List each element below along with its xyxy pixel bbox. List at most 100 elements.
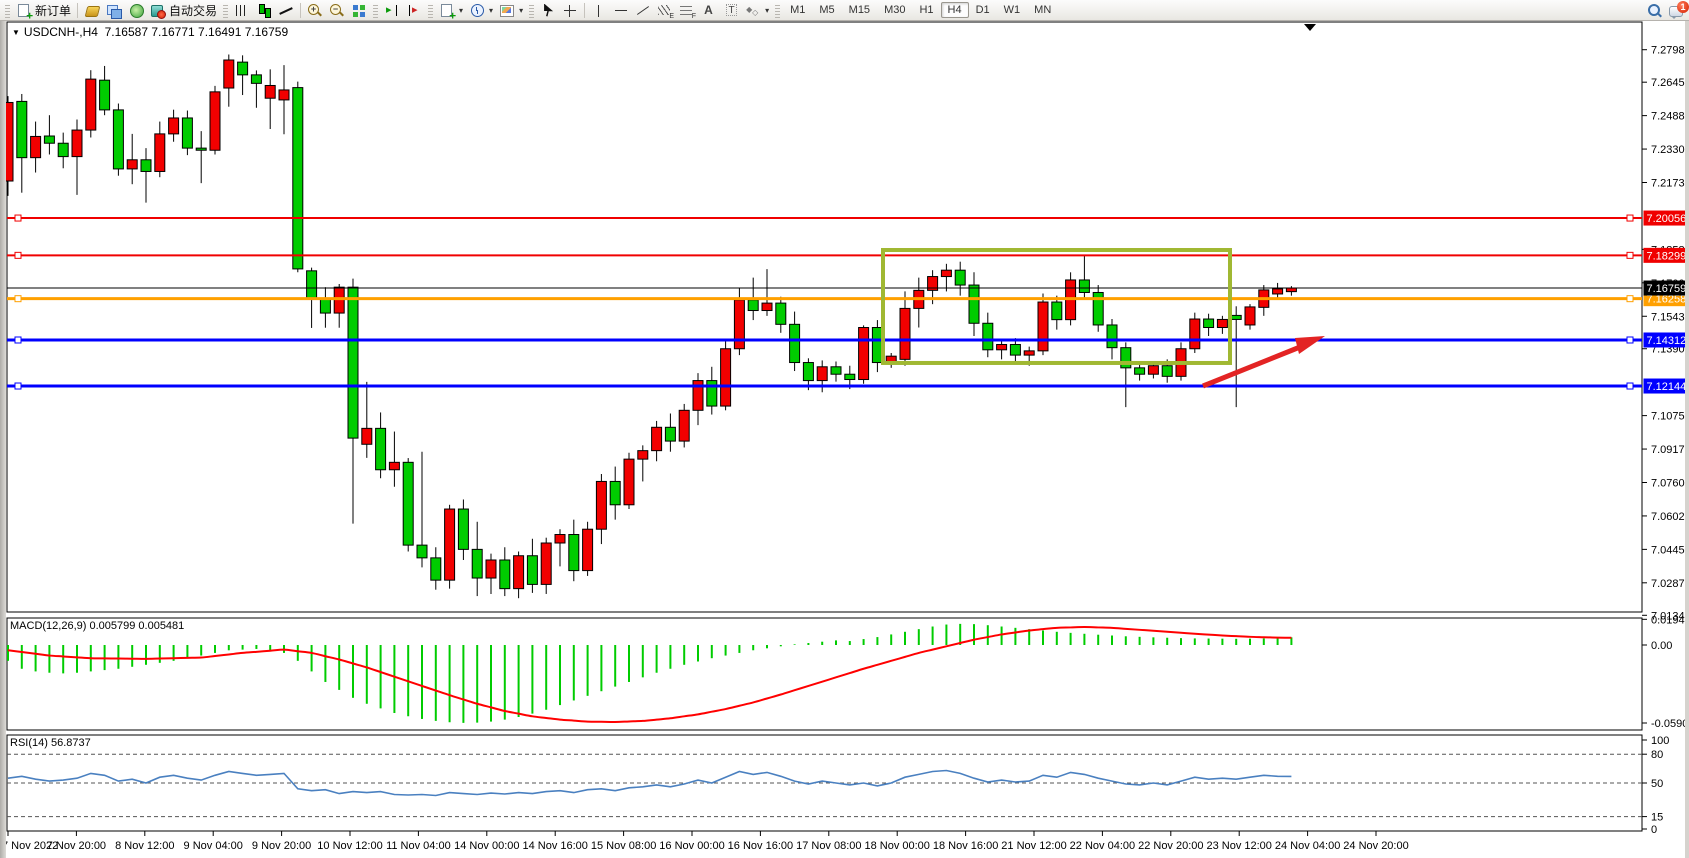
chevron-down-icon[interactable]: ▾ [459,5,464,15]
auto-scroll-button[interactable] [381,1,403,20]
text-icon [701,3,717,18]
svg-text:7.14312: 7.14312 [1647,335,1687,347]
timeframe-button-w1[interactable]: W1 [1003,4,1021,16]
pane-borders [6,21,1643,832]
crosshair-button[interactable] [559,1,581,20]
charts-window-icon [106,3,123,19]
zoom-out-button[interactable] [326,1,348,20]
tile-windows-icon [351,3,367,18]
chart-shift-marker[interactable] [1304,24,1316,31]
svg-text:18 Nov 16:00: 18 Nov 16:00 [933,840,998,852]
svg-text:100: 100 [1651,735,1669,747]
svg-text:23 Nov 12:00: 23 Nov 12:00 [1206,840,1271,852]
fibonacci-icon [679,3,696,20]
vertical-line-button[interactable] [588,1,610,20]
svg-text:24 Nov 20:00: 24 Nov 20:00 [1343,840,1408,852]
svg-text:18 Nov 00:00: 18 Nov 00:00 [864,840,929,852]
new-order-button[interactable]: 新订单 [13,1,74,21]
notifications-button[interactable]: 1 [1665,0,1689,20]
fibonacci-button[interactable] [676,1,698,20]
svg-text:15: 15 [1651,812,1663,824]
indicators-button[interactable]: ▾ [436,1,466,21]
timeframe-button-mn[interactable]: MN [1034,4,1052,16]
toolbar-grip[interactable] [373,2,379,18]
text-label-button[interactable] [720,1,742,20]
indicators-icon [439,3,456,21]
zoom-out-icon [329,3,345,18]
toolbar-grip[interactable] [529,2,535,18]
rsi-pane[interactable] [7,753,1642,818]
price-line-labels: 7.20056 7.18299 7.16258 7.14312 7.12144 7.167… [1643,210,1688,394]
toolbar-grip[interactable] [428,2,434,18]
svg-text:7.26455: 7.26455 [1651,77,1689,89]
svg-text:14 Nov 16:00: 14 Nov 16:00 [522,840,587,852]
timeframe-button-h1[interactable]: H1 [919,4,934,16]
bar-chart-button[interactable] [231,1,253,20]
candlestick-chart-icon [256,3,272,18]
svg-text:9 Nov 04:00: 9 Nov 04:00 [184,840,243,852]
periods-button[interactable]: ▾ [466,1,496,20]
templates-button[interactable]: ▾ [496,1,526,20]
timeframe-button-h4[interactable]: H4 [940,2,969,18]
trend-arrow[interactable] [1202,336,1325,389]
svg-text:16 Nov 00:00: 16 Nov 00:00 [659,840,724,852]
timeframe-button-m30[interactable]: M30 [884,4,906,16]
autotrading-icon [150,3,167,19]
toolbar-grip[interactable] [223,2,229,18]
svg-text:0: 0 [1651,824,1657,836]
rsi-axis: 100 80 50 150 [1642,735,1669,836]
templates-icon [499,3,515,18]
consolidation-rectangle[interactable] [881,248,1232,365]
svg-text:7.24880: 7.24880 [1651,111,1689,123]
window-scroll-strip[interactable] [1685,21,1689,858]
horizontal-line-button[interactable] [610,1,632,20]
chevron-down-icon[interactable]: ▾ [519,5,524,15]
text-button[interactable] [698,1,720,20]
timeframe-button-d1[interactable]: D1 [975,4,990,16]
navigator-icon [128,3,145,18]
chart-shift-button[interactable] [403,1,425,20]
svg-text:7.20056: 7.20056 [1647,213,1687,225]
tile-windows-button[interactable] [348,1,370,20]
chevron-down-icon[interactable]: ▾ [765,5,770,15]
macd-axis: 0.019452 0.00 -0.059068 [1642,614,1689,730]
search-button[interactable] [1643,1,1665,20]
candlestick-chart-button[interactable] [253,1,275,20]
toolbar-separator [77,2,79,18]
macd-pane[interactable] [7,623,1293,723]
charts-window-button[interactable] [103,1,125,20]
timeframe-button-m15[interactable]: M15 [848,4,871,16]
timeframe-button-m1[interactable]: M1 [790,4,806,16]
vertical-line-icon [591,3,607,18]
chevron-down-icon[interactable]: ▼ [12,28,20,37]
svg-text:15 Nov 08:00: 15 Nov 08:00 [591,840,656,852]
text-label-icon [723,3,739,18]
svg-text:7.07600: 7.07600 [1651,477,1689,489]
chevron-down-icon[interactable]: ▾ [489,5,494,15]
toolbar-grip[interactable] [5,2,10,18]
bar-chart-icon [234,3,250,18]
toolbar-button-label: 自动交易 [169,3,218,18]
price-level-lines[interactable] [7,214,1642,390]
equidistant-channel-button[interactable] [654,1,676,20]
cursor-button[interactable] [537,1,559,20]
trendline-button[interactable] [632,1,654,20]
zoom-in-button[interactable] [304,1,326,20]
line-chart-button[interactable] [275,1,297,20]
trendline-icon [635,3,651,18]
autotrading-button[interactable]: 自动交易 [147,1,220,20]
candlestick-series[interactable] [2,54,1297,599]
svg-text:7.16759: 7.16759 [1647,283,1687,295]
toolbar-grip[interactable] [775,2,781,18]
deposit-button[interactable] [81,1,103,20]
timeframe-button-m5[interactable]: M5 [819,4,835,16]
svg-text:10 Nov 12:00: 10 Nov 12:00 [317,840,382,852]
shapes-icon [745,3,761,18]
shapes-button[interactable]: ▾ [742,1,772,20]
rsi-indicator-label: RSI(14) 56.8737 [10,737,91,749]
navigator-button[interactable] [125,1,147,20]
notification-badge: 1 [1677,0,1689,13]
